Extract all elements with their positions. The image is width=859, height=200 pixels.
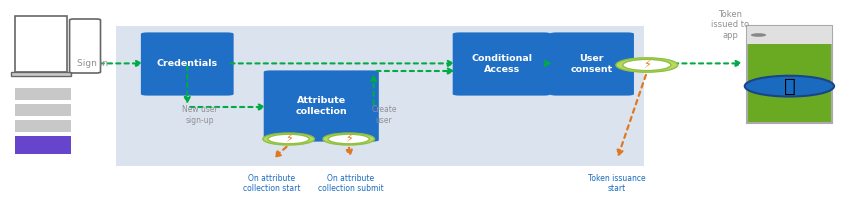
FancyBboxPatch shape <box>747 26 832 123</box>
Text: ⚡: ⚡ <box>344 134 353 144</box>
Text: Create
user: Create user <box>371 105 397 125</box>
Circle shape <box>623 59 671 71</box>
Circle shape <box>751 33 766 37</box>
Text: User
consent: User consent <box>570 54 613 74</box>
Text: ⚡: ⚡ <box>643 60 651 70</box>
Text: Sign in: Sign in <box>77 58 108 68</box>
FancyBboxPatch shape <box>453 32 551 96</box>
FancyBboxPatch shape <box>70 19 101 73</box>
FancyBboxPatch shape <box>116 26 644 166</box>
Circle shape <box>328 134 369 144</box>
FancyBboxPatch shape <box>15 16 67 72</box>
Circle shape <box>263 133 314 145</box>
Text: ⚡: ⚡ <box>284 134 293 144</box>
FancyBboxPatch shape <box>264 70 379 142</box>
Circle shape <box>323 133 375 145</box>
FancyBboxPatch shape <box>11 72 71 76</box>
Text: On attribute
collection start: On attribute collection start <box>243 174 300 193</box>
Text: On attribute
collection submit: On attribute collection submit <box>318 174 383 193</box>
Text: Token
issued to
app: Token issued to app <box>711 10 749 40</box>
Text: Credentials: Credentials <box>156 60 218 68</box>
FancyBboxPatch shape <box>550 32 634 96</box>
Text: 🔑: 🔑 <box>783 77 795 96</box>
Circle shape <box>616 58 678 72</box>
FancyBboxPatch shape <box>15 136 71 154</box>
Circle shape <box>268 134 309 144</box>
FancyBboxPatch shape <box>747 26 832 44</box>
Text: Token issuance
start: Token issuance start <box>588 174 646 193</box>
FancyBboxPatch shape <box>141 32 234 96</box>
FancyBboxPatch shape <box>15 88 71 100</box>
FancyBboxPatch shape <box>15 120 71 132</box>
Circle shape <box>745 76 834 97</box>
Text: New user
sign-up: New user sign-up <box>182 105 218 125</box>
FancyBboxPatch shape <box>15 104 71 116</box>
Text: Attribute
collection: Attribute collection <box>295 96 347 116</box>
Text: Conditional
Access: Conditional Access <box>471 54 533 74</box>
